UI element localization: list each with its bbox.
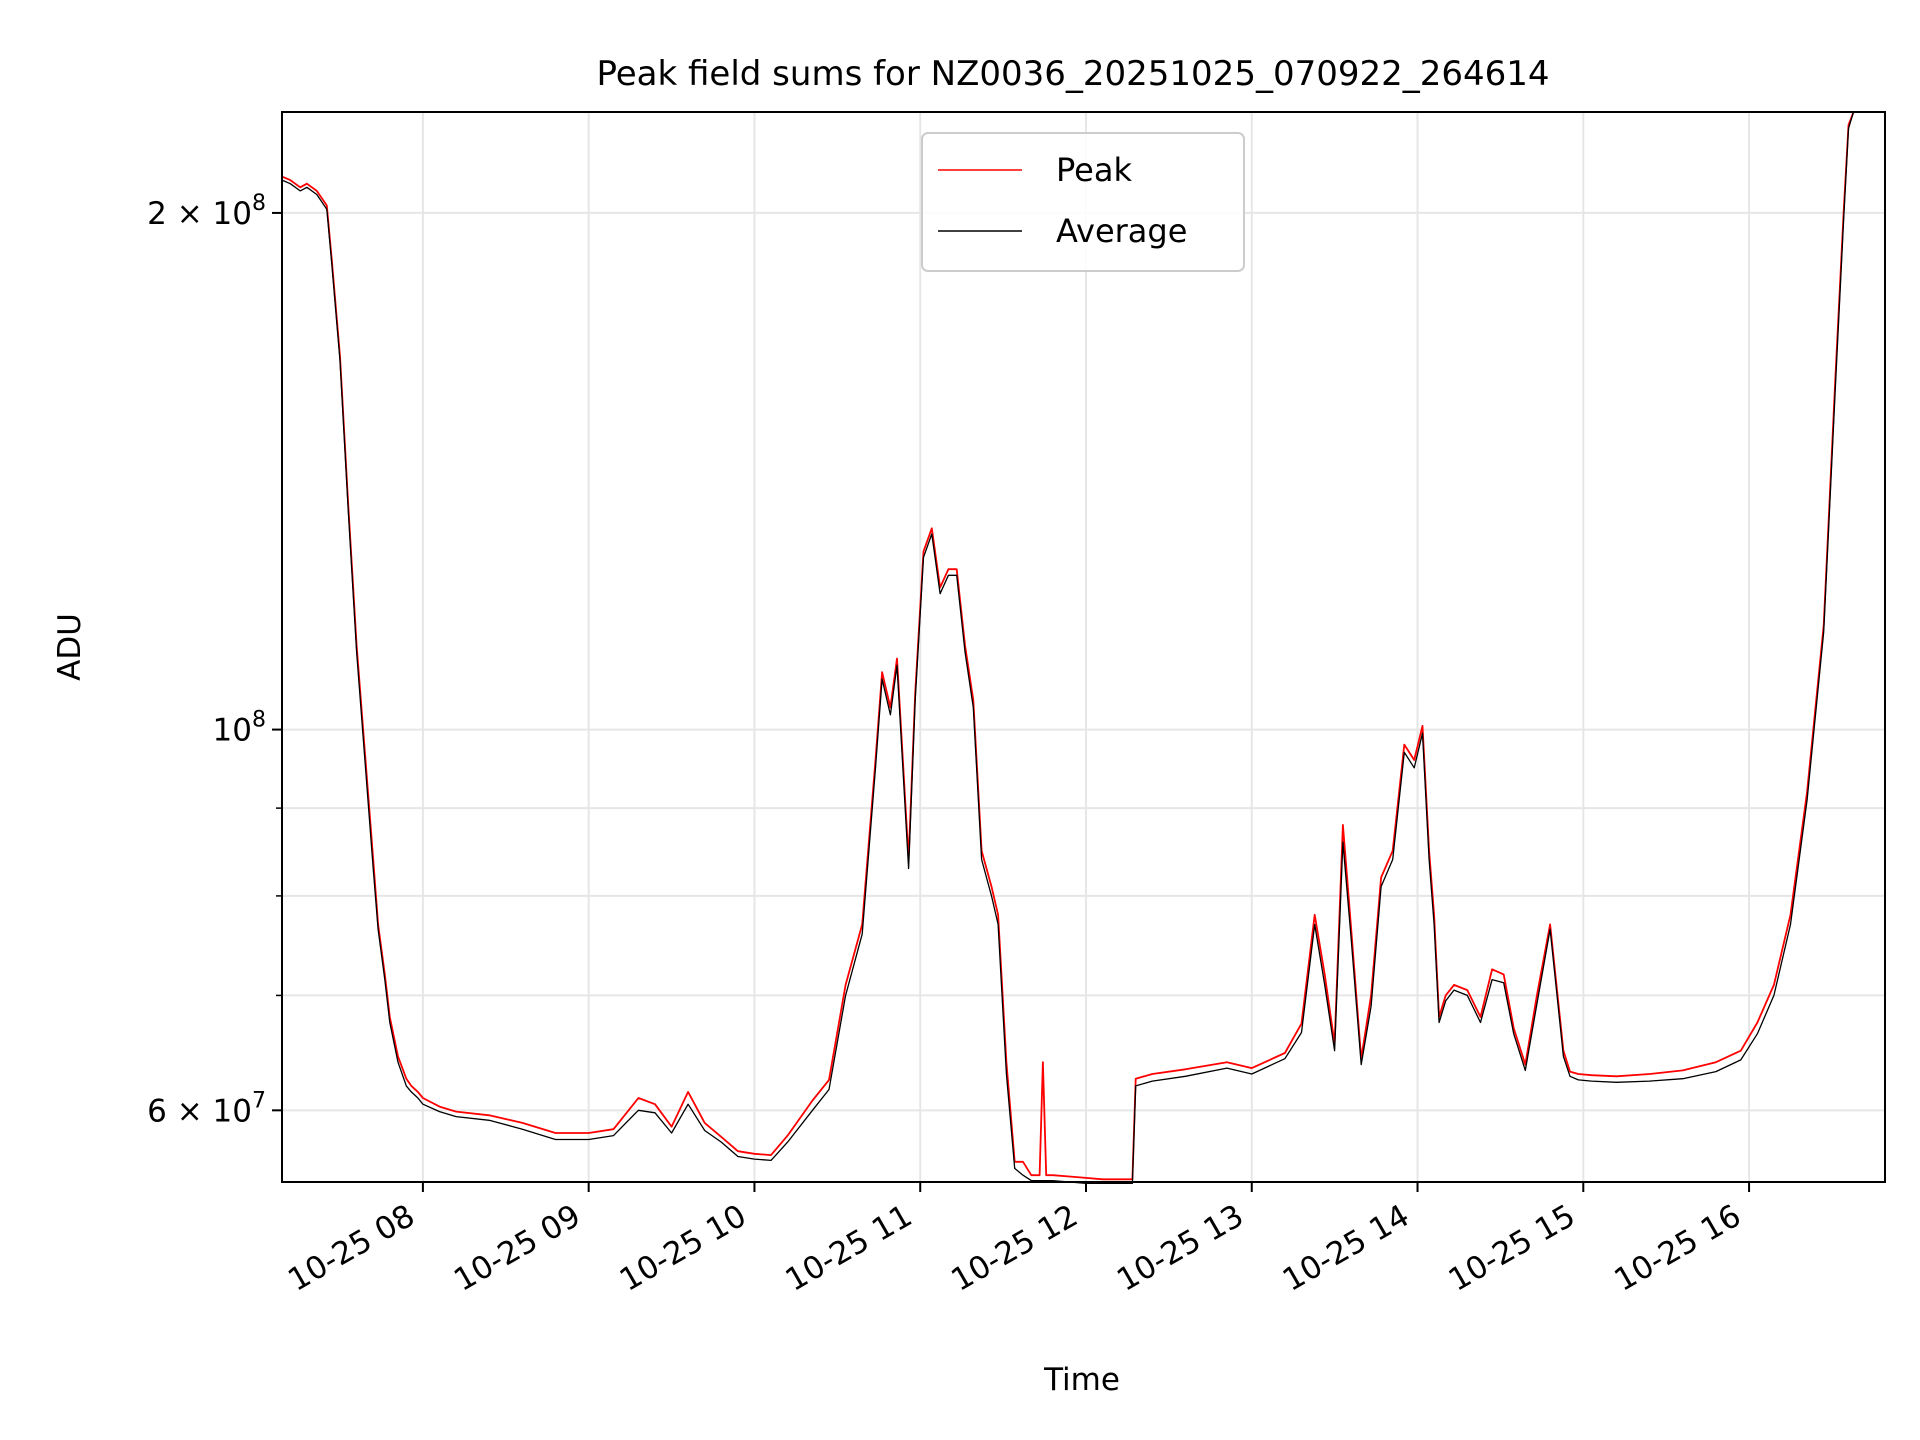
- legend-peak-label: Peak: [1056, 151, 1132, 189]
- y-axis: 6 × 107 108 2 × 108: [147, 191, 282, 1129]
- y-tick-label: 6 × 107: [147, 1088, 266, 1129]
- y-tick-label: 108: [213, 708, 266, 749]
- series-line-average: [281, 111, 1855, 1185]
- chart-title: Peak field sums for NZ0036_20251025_0709…: [596, 54, 1549, 94]
- y-axis-label: ADU: [52, 613, 88, 681]
- legend: Peak Average: [921, 132, 1245, 272]
- series-line-peak: [281, 111, 1855, 1181]
- legend-box: [921, 132, 1245, 272]
- x-axis-label: Time: [1043, 1362, 1120, 1398]
- plot-frame: [281, 111, 1886, 1183]
- series-layer: [281, 111, 1855, 1185]
- legend-average-label: Average: [1056, 212, 1187, 250]
- y-tick-label: 2 × 108: [147, 191, 266, 232]
